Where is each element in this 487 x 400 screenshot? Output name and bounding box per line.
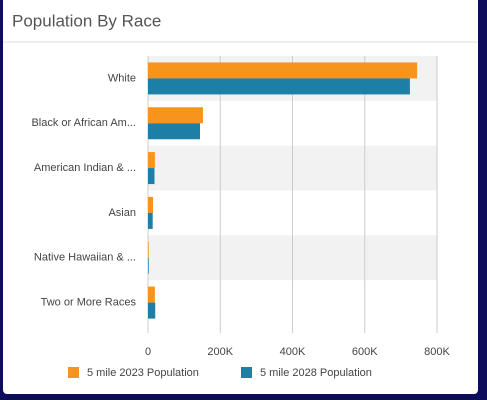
bar xyxy=(148,196,154,213)
y-tick-label: Asian xyxy=(108,207,136,219)
y-tick-label: Black or African Am... xyxy=(31,117,136,129)
x-tick-label: 800K xyxy=(424,346,450,358)
bar xyxy=(148,123,201,140)
x-tick-label: 200K xyxy=(207,346,233,358)
chart-title: Population By Race xyxy=(12,11,161,30)
bar xyxy=(148,286,155,303)
legend-label: 5 mile 2028 Population xyxy=(260,367,372,379)
legend-label: 5 mile 2023 Population xyxy=(87,367,199,379)
bar xyxy=(148,78,410,95)
x-tick-label: 400K xyxy=(280,346,306,358)
bar xyxy=(148,257,149,274)
y-tick-label: Native Hawaiian & ... xyxy=(34,252,136,264)
y-tick-label: American Indian & ... xyxy=(34,162,136,174)
legend-swatch xyxy=(68,367,79,378)
bar xyxy=(148,62,418,79)
bar xyxy=(148,212,153,229)
x-tick-label: 0 xyxy=(145,346,151,358)
bar xyxy=(148,107,203,124)
y-tick-label: White xyxy=(108,72,136,84)
bar xyxy=(148,241,149,258)
y-tick-label: Two or More Races xyxy=(41,296,137,308)
x-tick-label: 600K xyxy=(352,346,378,358)
bar xyxy=(148,152,155,169)
legend-swatch xyxy=(241,367,252,378)
bar xyxy=(148,302,156,319)
bar xyxy=(148,168,155,185)
